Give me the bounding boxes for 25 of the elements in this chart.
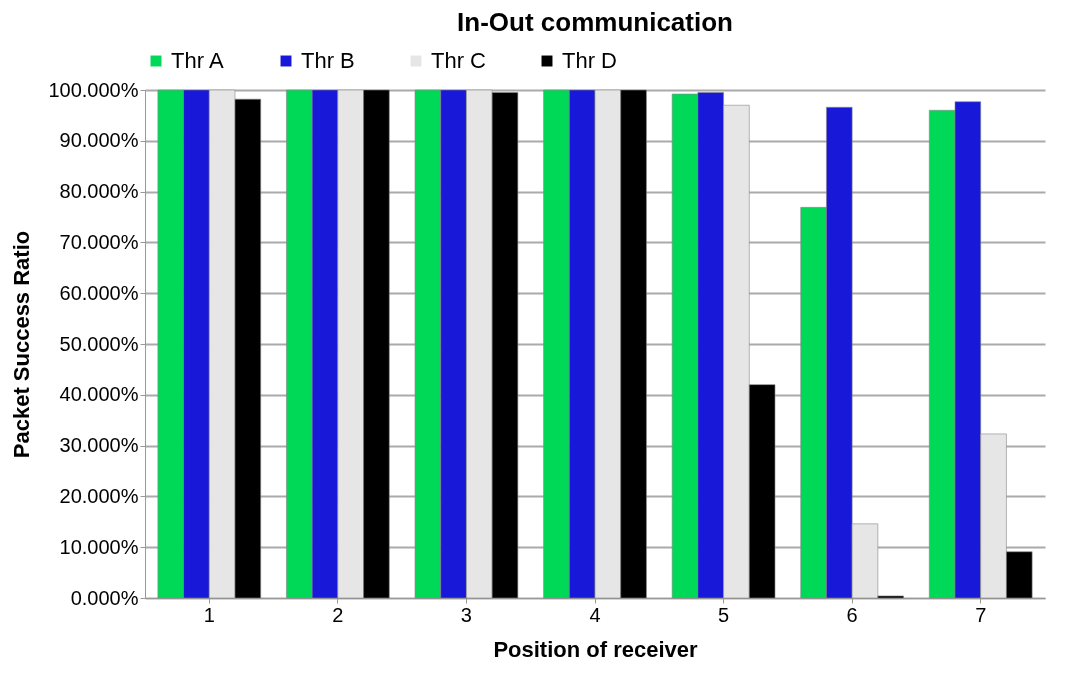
y-tick-label: 80.000% bbox=[59, 180, 139, 203]
y-tick-label: 40.000% bbox=[59, 383, 139, 406]
legend-label: Thr D bbox=[562, 48, 617, 73]
x-tick-label: 6 bbox=[846, 603, 858, 626]
y-tick-label: 20.000% bbox=[59, 484, 139, 507]
x-tick-label: 7 bbox=[975, 603, 987, 626]
y-tick-label: 30.000% bbox=[59, 434, 139, 457]
x-tick-label: 4 bbox=[589, 603, 601, 626]
legend-label: Thr B bbox=[301, 48, 355, 73]
y-tick-label: 100.000% bbox=[48, 78, 139, 101]
y-axis-title: Packet Success Ratio bbox=[9, 230, 35, 459]
y-tick-label: 0.000% bbox=[70, 586, 139, 609]
y-tick-label: 90.000% bbox=[59, 129, 139, 152]
x-axis-title: Position of receiver bbox=[493, 636, 699, 662]
x-tick-label: 1 bbox=[203, 603, 215, 626]
legend-label: Thr A bbox=[171, 48, 224, 73]
x-tick-label: 3 bbox=[460, 603, 472, 626]
legend-label: Thr C bbox=[431, 48, 487, 73]
x-tick-label: 2 bbox=[332, 603, 344, 626]
y-tick-label: 50.000% bbox=[59, 332, 139, 355]
x-tick-label: 5 bbox=[718, 603, 730, 626]
y-tick-label: 60.000% bbox=[59, 281, 139, 304]
y-tick-label: 70.000% bbox=[59, 230, 139, 253]
y-tick-label: 10.000% bbox=[59, 535, 139, 558]
chart-title: In-Out communication bbox=[457, 7, 733, 37]
